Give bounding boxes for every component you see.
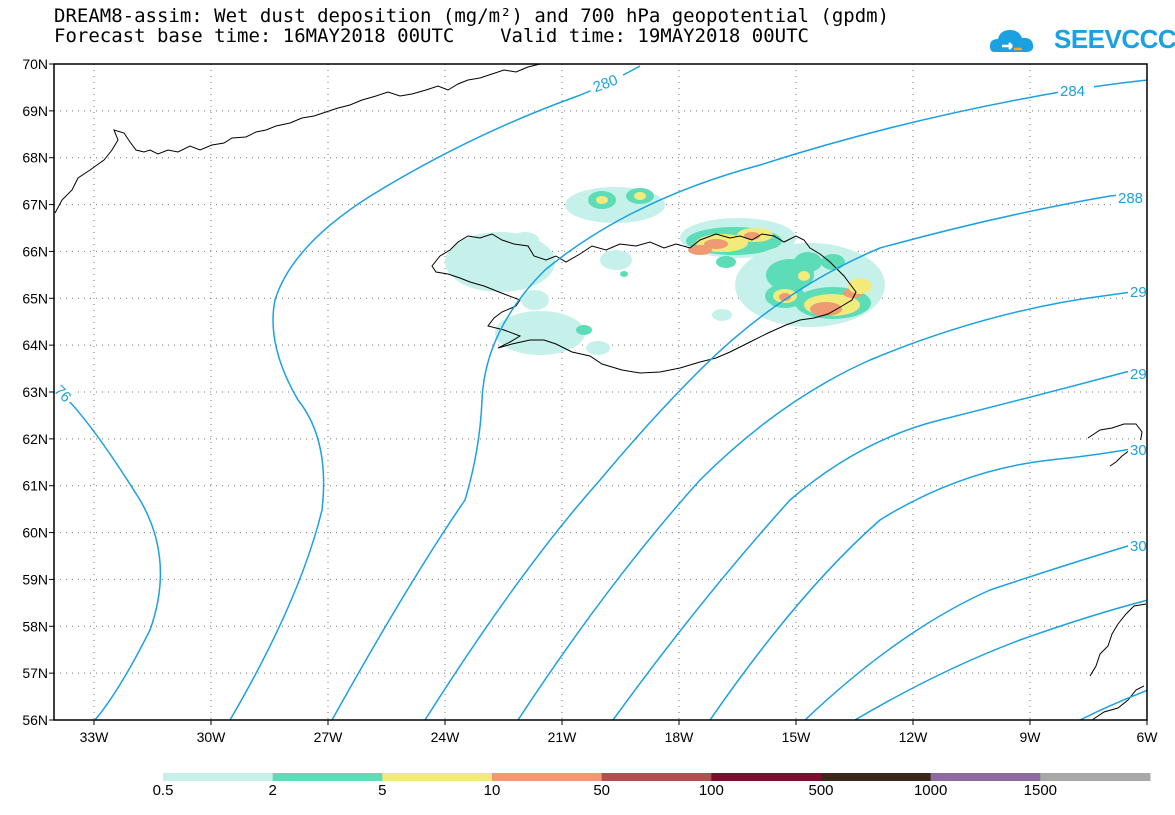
iceland-coast	[431, 233, 857, 374]
colorbar-label: 1500	[1023, 782, 1058, 799]
colorbar-swatch	[492, 773, 603, 781]
dust-cluster-east	[735, 243, 885, 327]
dust-deposition-field	[445, 187, 885, 355]
cloud-logo-icon	[990, 30, 1034, 52]
contour-296	[612, 367, 1147, 720]
colorbar-swatch	[1040, 773, 1151, 781]
coastlines	[54, 64, 1147, 720]
lat-label: 66N	[22, 243, 48, 259]
lon-label: 12W	[899, 729, 929, 745]
lat-label: 64N	[22, 337, 48, 353]
contour-276	[59, 391, 162, 720]
contour-300	[709, 445, 1147, 720]
contour-labels: 280 284 288 29 29 30 30 76	[54, 66, 1147, 555]
contour-312	[1079, 689, 1147, 720]
contour-292	[517, 289, 1147, 720]
lat-label: 62N	[22, 431, 48, 447]
colorbar-label: 50	[593, 782, 610, 799]
geopotential-contours	[59, 65, 1147, 720]
graticule-grid	[54, 64, 1147, 720]
colorbar-label: 500	[808, 782, 834, 799]
colorbar-label: 10	[483, 782, 501, 799]
logo-text: SEEVCCC	[1054, 24, 1175, 54]
contour-label-296: 29	[1130, 366, 1147, 383]
colorbar-swatch	[930, 773, 1041, 781]
map-subtitle-times: Forecast base time: 16MAY2018 00UTC Vali…	[54, 25, 809, 47]
colorbar-label: 0.5	[152, 782, 174, 799]
scotland-coast-islands	[1091, 685, 1145, 720]
lon-label: 30W	[197, 729, 227, 745]
lon-label: 21W	[548, 729, 578, 745]
lat-label: 65N	[22, 290, 48, 306]
lat-label: 68N	[22, 150, 48, 166]
colorbar-swatch	[382, 773, 493, 781]
colorbar-label: 1000	[913, 782, 948, 799]
lon-label: 27W	[314, 729, 344, 745]
axis-labels: 70N 69N 68N 67N 66N 65N 64N 63N 62N 61N 60N 59N 58N 5…	[22, 56, 1158, 745]
contour-288	[424, 193, 1147, 720]
lat-label: 57N	[22, 665, 48, 681]
lat-label: 58N	[22, 618, 48, 634]
contour-label-284: 284	[1060, 83, 1085, 100]
lat-label: 69N	[22, 103, 48, 119]
colorbar-label: 2	[268, 782, 277, 799]
colorbar-swatch	[272, 773, 383, 781]
colorbar-swatch	[601, 773, 712, 781]
contour-304	[804, 539, 1147, 720]
contour-284-west	[331, 79, 1147, 720]
dust-cluster-west	[445, 232, 736, 355]
lat-label: 56N	[22, 712, 48, 728]
contour-308	[854, 599, 1147, 720]
lat-label: 59N	[22, 571, 48, 587]
lat-label: 60N	[22, 525, 48, 541]
scotland-coast-north	[1087, 423, 1143, 467]
contour-label-288: 288	[1118, 190, 1143, 207]
lat-label: 70N	[22, 56, 48, 72]
colorbar-swatch	[821, 773, 932, 781]
dust-cluster-north-offshore	[565, 187, 665, 223]
map-title: DREAM8-assim: Wet dust deposition (mg/m²…	[54, 5, 890, 27]
lat-label: 63N	[22, 384, 48, 400]
greenland-coast	[54, 64, 541, 214]
contour-label-292: 29	[1130, 284, 1147, 301]
lon-label: 6W	[1137, 729, 1159, 745]
contour-label-300: 30	[1130, 442, 1147, 459]
contour-label-304: 30	[1130, 538, 1147, 555]
lon-label: 24W	[431, 729, 461, 745]
lon-label: 18W	[665, 729, 695, 745]
colorbar-swatch	[711, 773, 822, 781]
lon-label: 9W	[1020, 729, 1042, 745]
colorbar-label: 5	[378, 782, 387, 799]
lon-label: 15W	[782, 729, 812, 745]
lat-label: 61N	[22, 478, 48, 494]
scotland-coast-south	[1089, 603, 1147, 677]
colorbar-swatch	[163, 773, 274, 781]
colorbar	[163, 773, 1151, 781]
contour-280	[229, 65, 641, 720]
lat-label: 67N	[22, 197, 48, 213]
colorbar-label: 100	[698, 782, 724, 799]
lon-label: 33W	[80, 729, 110, 745]
seevccc-logo	[990, 30, 1034, 52]
